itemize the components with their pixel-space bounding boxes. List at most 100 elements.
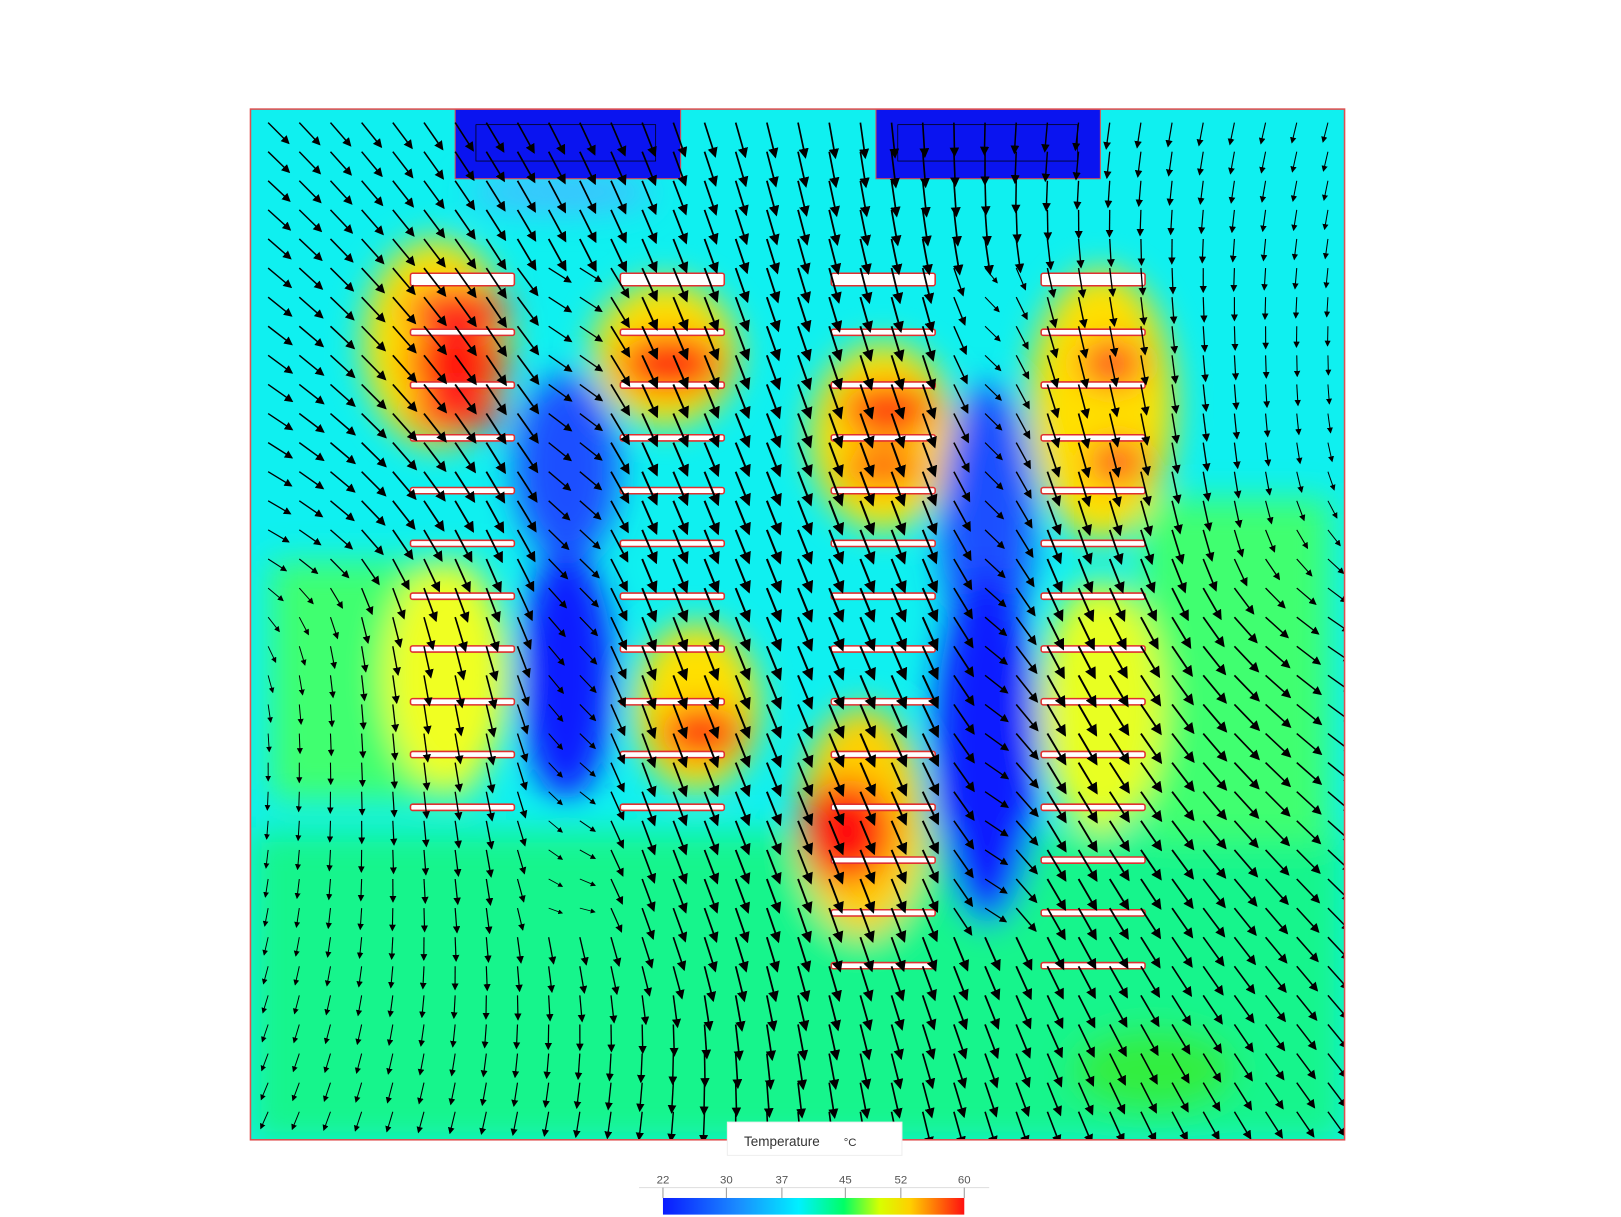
velocity-arrow: [1171, 820, 1195, 851]
velocity-arrow: [298, 616, 309, 636]
velocity-arrow: [828, 238, 842, 275]
velocity-arrow: [1015, 529, 1034, 559]
velocity-arrow: [579, 500, 602, 520]
velocity-arrow: [579, 412, 604, 432]
velocity-arrow: [389, 849, 397, 875]
velocity-arrow: [1171, 878, 1194, 910]
velocity-arrow: [264, 820, 270, 840]
velocity-arrow: [1073, 180, 1082, 210]
velocity-arrow: [548, 762, 563, 778]
velocity-arrow: [703, 209, 719, 245]
velocity-arrow: [298, 412, 325, 433]
velocity-arrow: [1140, 355, 1149, 386]
velocity-arrow: [1171, 994, 1192, 1027]
velocity-arrow: [1201, 384, 1210, 413]
velocity-arrow: [610, 296, 630, 329]
velocity-arrow: [734, 849, 751, 885]
velocity-arrow: [454, 296, 477, 328]
velocity-arrow: [423, 412, 447, 443]
velocity-arrow: [610, 122, 627, 157]
velocity-arrow: [419, 995, 426, 1019]
velocity-arrow: [797, 238, 811, 275]
server-rack: [1040, 592, 1146, 601]
velocity-arrow: [421, 820, 430, 848]
velocity-arrow: [417, 1082, 425, 1105]
velocity-arrow: [422, 762, 431, 791]
velocity-arrow: [703, 413, 720, 449]
velocity-arrow: [765, 849, 782, 885]
velocity-arrow: [485, 878, 494, 906]
velocity-arrow: [828, 936, 843, 973]
velocity-arrow: [392, 122, 413, 150]
velocity-arrow: [828, 674, 845, 710]
velocity-arrow: [1140, 703, 1162, 736]
velocity-arrow: [953, 587, 973, 620]
velocity-arrow: [1046, 355, 1060, 389]
velocity-arrow: [765, 558, 782, 594]
velocity-arrow: [579, 383, 604, 402]
velocity-arrow: [984, 1053, 999, 1089]
velocity-arrow: [516, 296, 539, 326]
velocity-arrow: [1140, 1024, 1159, 1057]
velocity-arrow: [516, 325, 540, 356]
velocity-arrow: [1077, 907, 1097, 941]
velocity-arrow: [797, 355, 813, 391]
velocity-arrow: [920, 180, 931, 218]
velocity-arrow: [1171, 500, 1183, 535]
velocity-arrow: [1202, 529, 1215, 562]
velocity-arrow: [1134, 122, 1142, 149]
velocity-arrow: [890, 413, 906, 449]
velocity-arrow: [828, 616, 845, 652]
server-rack: [619, 381, 726, 389]
velocity-arrow: [1202, 1024, 1223, 1054]
velocity-arrow: [1171, 645, 1193, 678]
velocity-arrow: [1015, 471, 1032, 499]
velocity-arrow: [454, 122, 474, 152]
velocity-arrow: [859, 645, 876, 681]
velocity-arrow: [1046, 645, 1065, 680]
velocity-arrow: [1108, 994, 1128, 1028]
velocity-arrow: [672, 704, 688, 740]
server-rack: [619, 697, 726, 706]
velocity-arrow: [1015, 674, 1039, 703]
velocity-arrow: [828, 180, 840, 218]
velocity-arrow: [703, 296, 720, 332]
velocity-arrow: [479, 1111, 487, 1136]
velocity-arrow: [1171, 791, 1195, 822]
velocity-arrow: [1077, 994, 1096, 1029]
velocity-arrow: [266, 733, 272, 753]
velocity-arrow: [423, 122, 444, 151]
velocity-arrow: [358, 762, 366, 788]
velocity-arrow: [1010, 122, 1020, 155]
velocity-arrow: [485, 908, 493, 935]
velocity-arrow: [516, 587, 534, 622]
velocity-arrow: [641, 151, 657, 187]
velocity-arrow: [921, 384, 937, 420]
velocity-arrow: [921, 616, 939, 652]
velocity-arrow: [1202, 442, 1211, 472]
velocity-arrow: [454, 820, 462, 849]
velocity-arrow: [763, 1082, 774, 1119]
velocity-arrow: [485, 733, 496, 766]
velocity-arrow: [797, 791, 814, 827]
velocity-arrow: [1046, 936, 1065, 971]
velocity-arrow: [1108, 1024, 1127, 1058]
velocity-arrow: [703, 907, 719, 944]
velocity-arrow: [703, 180, 719, 216]
velocity-arrow: [579, 180, 597, 215]
velocity-arrow: [1140, 442, 1151, 477]
velocity-arrow: [641, 791, 657, 827]
velocity-arrow: [953, 791, 975, 822]
velocity-arrow: [672, 529, 689, 565]
velocity-arrow: [1015, 995, 1032, 1030]
velocity-arrow: [423, 704, 432, 735]
velocity-arrow: [797, 616, 814, 652]
velocity-arrow: [1136, 209, 1145, 237]
velocity-arrow: [828, 1024, 841, 1061]
velocity-arrow: [1077, 1053, 1095, 1087]
velocity-arrow: [668, 1053, 678, 1086]
velocity-arrow: [859, 500, 876, 536]
velocity-arrow: [390, 820, 398, 846]
velocity-arrow: [921, 296, 935, 333]
